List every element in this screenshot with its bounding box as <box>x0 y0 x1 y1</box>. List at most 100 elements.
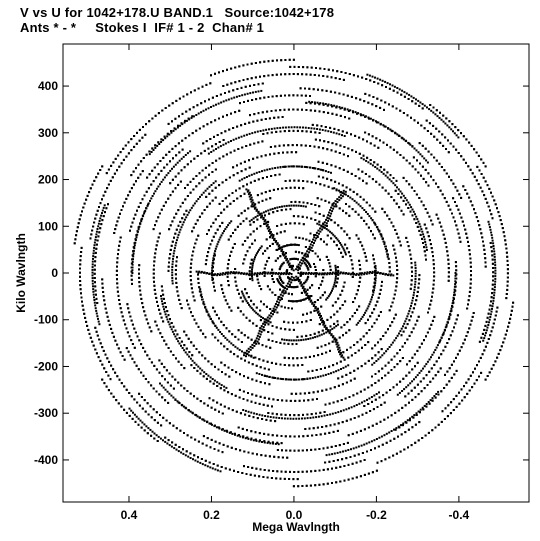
uv-point <box>120 382 123 385</box>
uv-point <box>94 289 97 292</box>
uv-point <box>261 199 264 202</box>
uv-point <box>334 91 337 94</box>
uv-point <box>469 168 472 171</box>
uv-point <box>363 252 366 255</box>
uv-point <box>266 285 269 288</box>
uv-point <box>202 332 205 335</box>
uv-point <box>492 267 495 269</box>
uv-point <box>365 259 368 262</box>
uv-point <box>446 342 449 344</box>
uv-point <box>139 293 142 296</box>
uv-point <box>239 449 242 452</box>
uv-point <box>374 354 377 357</box>
uv-point <box>236 164 238 167</box>
uv-point <box>130 225 133 228</box>
uv-point <box>394 289 397 292</box>
uv-point <box>437 393 440 396</box>
uv-point <box>99 202 102 205</box>
uv-point <box>359 338 362 341</box>
uv-point <box>314 109 317 112</box>
uv-point <box>434 374 437 377</box>
uv-point <box>257 342 260 345</box>
uv-point <box>239 412 242 415</box>
uv-point <box>491 292 494 295</box>
uv-point <box>198 127 201 130</box>
uv-point <box>282 261 285 264</box>
uv-point <box>390 369 393 371</box>
uv-point <box>359 460 362 463</box>
uv-point <box>314 265 317 268</box>
uv-point <box>179 220 182 223</box>
uv-point <box>123 201 126 204</box>
uv-point <box>374 373 377 375</box>
uv-point <box>268 455 271 458</box>
uv-point <box>238 187 241 190</box>
uv-point <box>317 354 320 357</box>
uv-point <box>358 280 361 283</box>
uv-point <box>116 257 119 260</box>
uv-point <box>468 290 471 293</box>
uv-point <box>248 121 251 124</box>
uv-point <box>122 205 124 208</box>
uv-point <box>283 230 286 233</box>
uv-point <box>283 356 286 359</box>
uv-point <box>445 172 448 175</box>
uv-point <box>319 368 322 370</box>
uv-point <box>369 410 372 412</box>
uv-point <box>409 253 412 256</box>
uv-point <box>276 232 279 235</box>
uv-point <box>101 282 104 285</box>
uv-point <box>169 182 172 185</box>
uv-point <box>349 318 351 321</box>
uv-point <box>248 159 250 162</box>
uv-point <box>225 178 228 181</box>
uv-point <box>138 139 141 142</box>
uv-point <box>167 269 170 272</box>
uv-point <box>229 151 232 154</box>
uv-point <box>128 190 131 193</box>
uv-point <box>483 349 486 352</box>
uv-point <box>326 162 329 165</box>
uv-point <box>288 94 291 97</box>
uv-point <box>214 143 217 146</box>
uv-point <box>262 303 265 306</box>
uv-point <box>395 383 398 386</box>
uv-point <box>114 371 117 374</box>
uv-point <box>324 344 327 347</box>
uv-point <box>162 297 165 300</box>
plot-title-line-2: Ants * - * Stokes I IF# 1 - 2 Chan# 1 <box>20 20 265 35</box>
uv-point <box>203 209 206 211</box>
uv-point <box>254 76 257 79</box>
uv-point <box>156 240 159 243</box>
uv-point <box>327 185 330 188</box>
uv-point <box>460 388 463 391</box>
uv-point <box>287 342 290 345</box>
uv-point <box>421 165 424 168</box>
uv-point <box>449 334 452 337</box>
uv-point <box>342 443 345 445</box>
uv-point <box>359 390 362 393</box>
uv-point <box>263 271 266 274</box>
uv-point <box>245 217 248 220</box>
uv-point <box>433 156 436 159</box>
uv-point <box>174 187 177 190</box>
uv-point <box>392 297 395 300</box>
uv-point <box>337 297 340 300</box>
uv-point <box>415 193 418 196</box>
uv-point <box>467 165 470 168</box>
uv-point <box>460 346 463 349</box>
uv-point <box>441 410 444 413</box>
uv-point <box>319 411 322 414</box>
uv-point <box>342 168 345 171</box>
uv-point <box>433 135 436 138</box>
uv-point <box>256 417 259 420</box>
uv-point <box>469 265 472 268</box>
uv-point <box>318 469 321 472</box>
uv-point <box>222 155 225 158</box>
uv-point <box>113 232 116 234</box>
uv-point <box>432 263 435 266</box>
uv-point <box>445 246 448 249</box>
uv-point <box>329 349 331 352</box>
uv-point <box>347 434 350 437</box>
uv-point <box>450 401 453 404</box>
